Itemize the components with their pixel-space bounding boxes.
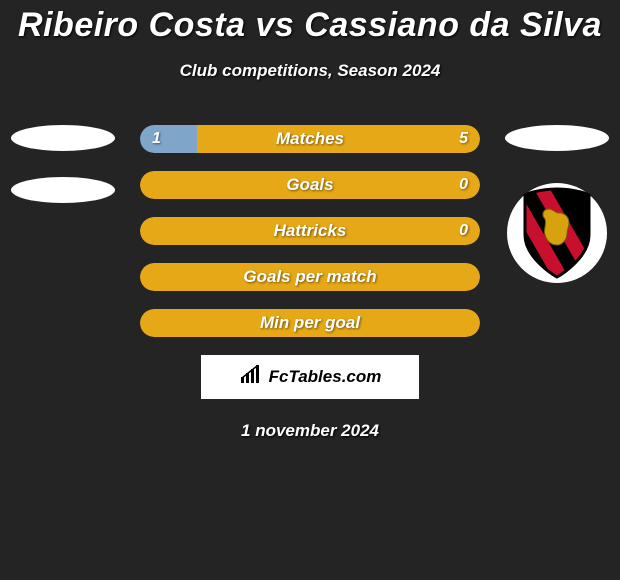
subtitle: Club competitions, Season 2024 <box>0 61 620 81</box>
bar-label: Hattricks <box>140 217 480 245</box>
branding-box: FcTables.com <box>201 355 419 399</box>
bar-value-right: 5 <box>459 125 468 153</box>
bar-value-right: 0 <box>459 171 468 199</box>
date-line: 1 november 2024 <box>0 421 620 441</box>
club-logo-placeholder <box>11 125 115 151</box>
stat-bar: Matches1 5 <box>140 125 480 153</box>
bar-label: Goals per match <box>140 263 480 291</box>
club-logo-placeholder <box>11 177 115 203</box>
stats-area: Matches15Goals0Hattricks0Goals per match… <box>0 125 620 441</box>
stat-bar: Goals per match <box>140 263 480 291</box>
branding-chart-icon <box>239 365 263 390</box>
stat-bar: Min per goal <box>140 309 480 337</box>
stat-bar: Hattricks0 <box>140 217 480 245</box>
bar-label: Goals <box>140 171 480 199</box>
club-crest <box>507 183 607 283</box>
page-title: Ribeiro Costa vs Cassiano da Silva <box>0 0 620 45</box>
bar-value-right: 0 <box>459 217 468 245</box>
bar-value-left: 1 <box>152 125 161 153</box>
club-logo-placeholder <box>505 125 609 151</box>
bar-label: Min per goal <box>140 309 480 337</box>
branding-text: FcTables.com <box>269 367 382 387</box>
stat-bar: Goals0 <box>140 171 480 199</box>
bar-label: Matches <box>140 125 480 153</box>
